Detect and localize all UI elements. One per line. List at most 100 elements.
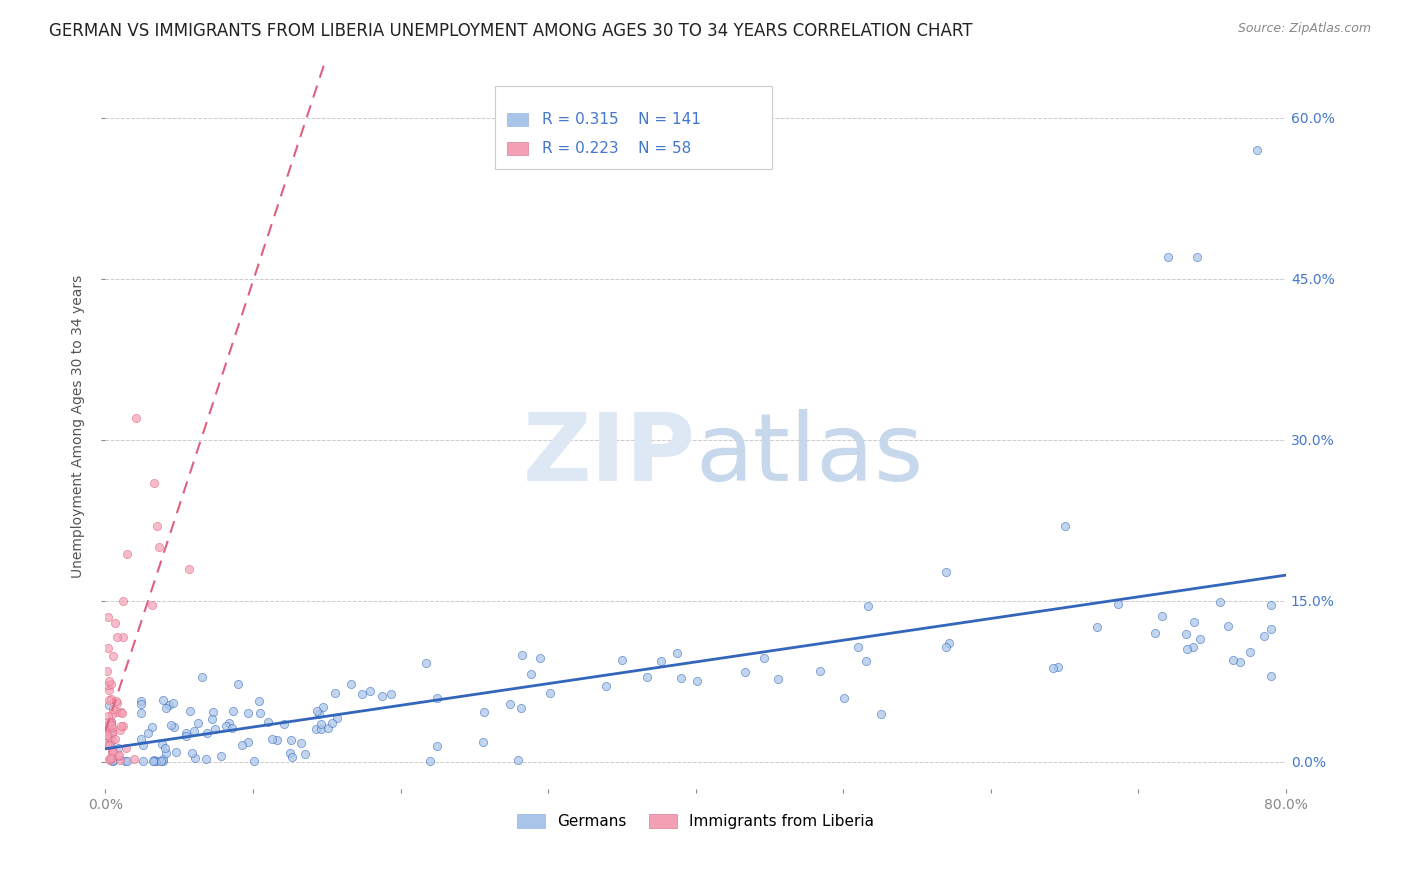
Bar — [506, 142, 529, 154]
Point — [105, 697, 128, 711]
Point — [1260, 669, 1282, 683]
Point — [101, 746, 124, 760]
Point — [221, 721, 243, 735]
Point — [148, 540, 170, 554]
Point — [110, 753, 132, 767]
Point — [666, 646, 689, 660]
Point — [278, 747, 301, 761]
Point — [222, 704, 245, 718]
Point — [1042, 661, 1064, 675]
Point — [187, 716, 209, 731]
Point — [184, 751, 207, 765]
Point — [846, 640, 869, 655]
Point — [98, 720, 121, 734]
Point — [152, 693, 174, 707]
Point — [152, 754, 174, 768]
Point — [1260, 622, 1282, 636]
Point — [280, 733, 302, 747]
Point — [247, 694, 270, 708]
Legend: Germans, Immigrants from Liberia: Germans, Immigrants from Liberia — [512, 808, 880, 835]
Point — [1182, 640, 1205, 654]
Point — [238, 706, 260, 721]
Point — [129, 694, 152, 708]
Point — [808, 664, 831, 678]
Point — [766, 672, 789, 686]
Point — [734, 665, 756, 680]
Text: GERMAN VS IMMIGRANTS FROM LIBERIA UNEMPLOYMENT AMONG AGES 30 TO 34 YEARS CORRELA: GERMAN VS IMMIGRANTS FROM LIBERIA UNEMPL… — [49, 22, 973, 40]
Point — [419, 754, 441, 768]
Point — [100, 692, 122, 706]
Point — [110, 705, 132, 719]
Point — [179, 561, 201, 575]
Point — [671, 672, 693, 686]
Point — [1152, 609, 1174, 624]
Point — [472, 735, 495, 749]
Point — [352, 687, 374, 701]
Point — [426, 691, 449, 706]
Text: R = 0.223    N = 58: R = 0.223 N = 58 — [543, 141, 692, 155]
Point — [101, 732, 124, 747]
Point — [935, 566, 957, 580]
Point — [131, 731, 153, 746]
Point — [1053, 518, 1076, 533]
Point — [595, 679, 617, 693]
Point — [686, 673, 709, 688]
Point — [105, 630, 128, 644]
Point — [115, 547, 138, 561]
Point — [174, 729, 197, 743]
Point — [249, 706, 271, 721]
Point — [132, 754, 155, 768]
Point — [101, 726, 124, 740]
Point — [610, 653, 633, 667]
Point — [318, 721, 340, 735]
Point — [146, 518, 169, 533]
Point — [179, 704, 201, 718]
Point — [1208, 595, 1230, 609]
Point — [1246, 143, 1268, 157]
Point — [111, 593, 134, 607]
Point — [100, 714, 122, 729]
Point — [309, 722, 332, 736]
Point — [98, 674, 121, 689]
Point — [101, 754, 124, 768]
Point — [111, 706, 134, 720]
Point — [97, 730, 120, 744]
Point — [273, 716, 295, 731]
Point — [1189, 632, 1212, 646]
Point — [1182, 615, 1205, 629]
Point — [855, 654, 877, 668]
Point — [98, 731, 121, 745]
Point — [101, 743, 124, 757]
Point — [150, 754, 173, 768]
Point — [183, 724, 205, 739]
Point — [145, 754, 167, 768]
Point — [97, 698, 120, 713]
Point — [98, 753, 121, 767]
Point — [96, 641, 118, 656]
Point — [101, 725, 124, 739]
Point — [209, 749, 232, 764]
Point — [104, 732, 127, 747]
Point — [98, 714, 121, 729]
Point — [1107, 597, 1129, 611]
Point — [114, 754, 136, 768]
Point — [218, 715, 240, 730]
Point — [96, 738, 118, 752]
Point — [1229, 655, 1251, 669]
Point — [136, 726, 159, 740]
Point — [204, 723, 226, 737]
Point — [1085, 620, 1108, 634]
Point — [162, 696, 184, 710]
Point — [142, 754, 165, 768]
Point — [1260, 598, 1282, 612]
Point — [98, 751, 121, 765]
Point — [323, 686, 346, 700]
Point — [305, 723, 328, 737]
Point — [105, 694, 128, 708]
Point — [111, 718, 134, 732]
Point — [98, 723, 121, 738]
Point — [1157, 250, 1180, 264]
Point — [215, 719, 238, 733]
Point — [262, 731, 284, 746]
Point — [257, 714, 280, 729]
